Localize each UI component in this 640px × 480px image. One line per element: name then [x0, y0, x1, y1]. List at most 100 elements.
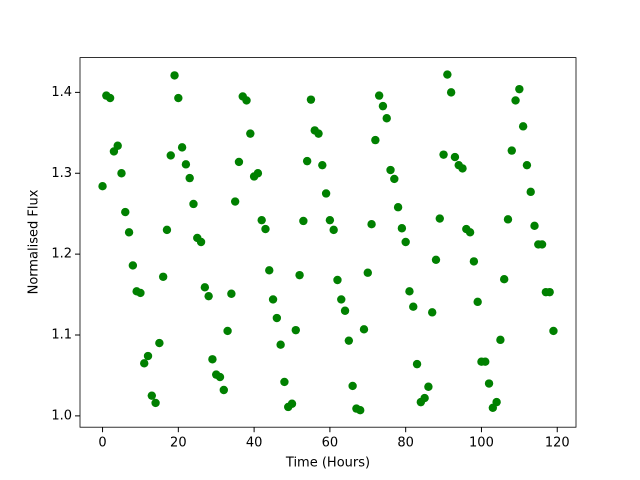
- point: [242, 96, 251, 105]
- x-tick-label: 120: [545, 436, 570, 451]
- point: [234, 157, 244, 167]
- point: [105, 93, 115, 103]
- point: [121, 207, 130, 217]
- point: [484, 379, 494, 388]
- point: [522, 160, 532, 170]
- point: [446, 88, 456, 97]
- point: [140, 359, 149, 368]
- point: [151, 398, 160, 408]
- y-tick-label: 1.4: [51, 85, 72, 100]
- point: [136, 288, 145, 298]
- point: [174, 93, 183, 103]
- x-axis-label: Time (Hours): [285, 456, 370, 471]
- point: [117, 169, 126, 178]
- point: [492, 397, 501, 407]
- point: [439, 150, 448, 159]
- point: [128, 261, 138, 270]
- point: [450, 152, 460, 162]
- point: [344, 336, 354, 345]
- point: [420, 393, 429, 403]
- point: [325, 215, 335, 225]
- point: [177, 143, 187, 152]
- x-tick-label: 80: [397, 436, 414, 451]
- point: [265, 266, 274, 275]
- point: [537, 240, 547, 249]
- point: [314, 129, 323, 138]
- point: [435, 214, 444, 223]
- point: [390, 174, 399, 184]
- point: [386, 165, 395, 175]
- y-tick-label: 1.3: [51, 166, 72, 181]
- point: [200, 283, 210, 292]
- y-tick-label: 1.0: [51, 408, 72, 423]
- point: [526, 187, 535, 197]
- point: [412, 359, 422, 369]
- point: [393, 203, 403, 212]
- y-tick-label: 1.1: [51, 328, 72, 343]
- point: [253, 169, 263, 178]
- point: [481, 357, 490, 366]
- point: [382, 114, 391, 123]
- point: [356, 406, 365, 415]
- point: [257, 215, 266, 225]
- point: [113, 141, 122, 150]
- point: [359, 325, 369, 334]
- x-tick-label: 100: [469, 436, 494, 451]
- x-tick-label: 60: [322, 436, 339, 451]
- point: [549, 326, 558, 336]
- point: [230, 197, 240, 206]
- point: [397, 224, 407, 233]
- point: [215, 372, 225, 382]
- point: [469, 257, 479, 266]
- point: [511, 96, 520, 105]
- point: [371, 135, 380, 145]
- point: [291, 325, 300, 335]
- x-tick-label: 20: [170, 436, 187, 451]
- point: [378, 101, 388, 111]
- point: [272, 313, 282, 323]
- point: [518, 122, 528, 131]
- point: [189, 199, 198, 209]
- point: [443, 70, 452, 79]
- point: [515, 84, 524, 94]
- point: [507, 146, 516, 155]
- point: [503, 215, 513, 224]
- point: [196, 237, 206, 247]
- point: [287, 399, 297, 408]
- point: [299, 216, 308, 226]
- point: [405, 287, 414, 296]
- point: [204, 291, 213, 301]
- point: [499, 274, 509, 284]
- y-axis-label: Normalised Flux: [27, 189, 42, 294]
- y-tick-label: 1.2: [51, 247, 72, 262]
- point: [333, 275, 342, 285]
- point: [98, 181, 107, 191]
- point: [329, 225, 338, 235]
- point: [223, 326, 232, 336]
- point: [219, 385, 228, 395]
- point: [227, 289, 236, 298]
- point: [318, 160, 327, 170]
- point: [348, 381, 357, 391]
- point: [374, 91, 384, 100]
- point: [185, 173, 194, 183]
- point: [280, 377, 289, 387]
- point: [261, 224, 270, 234]
- point: [363, 268, 372, 277]
- point: [545, 287, 554, 297]
- point: [306, 95, 316, 104]
- plot-frame: [79, 57, 577, 428]
- x-tick-label: 40: [246, 436, 263, 451]
- point: [162, 225, 172, 235]
- point: [158, 272, 168, 281]
- point: [246, 129, 255, 138]
- point: [124, 228, 134, 237]
- point: [367, 220, 376, 229]
- point: [401, 237, 410, 247]
- point: [473, 297, 482, 307]
- point: [409, 302, 418, 311]
- point: [431, 255, 441, 264]
- point: [458, 164, 467, 173]
